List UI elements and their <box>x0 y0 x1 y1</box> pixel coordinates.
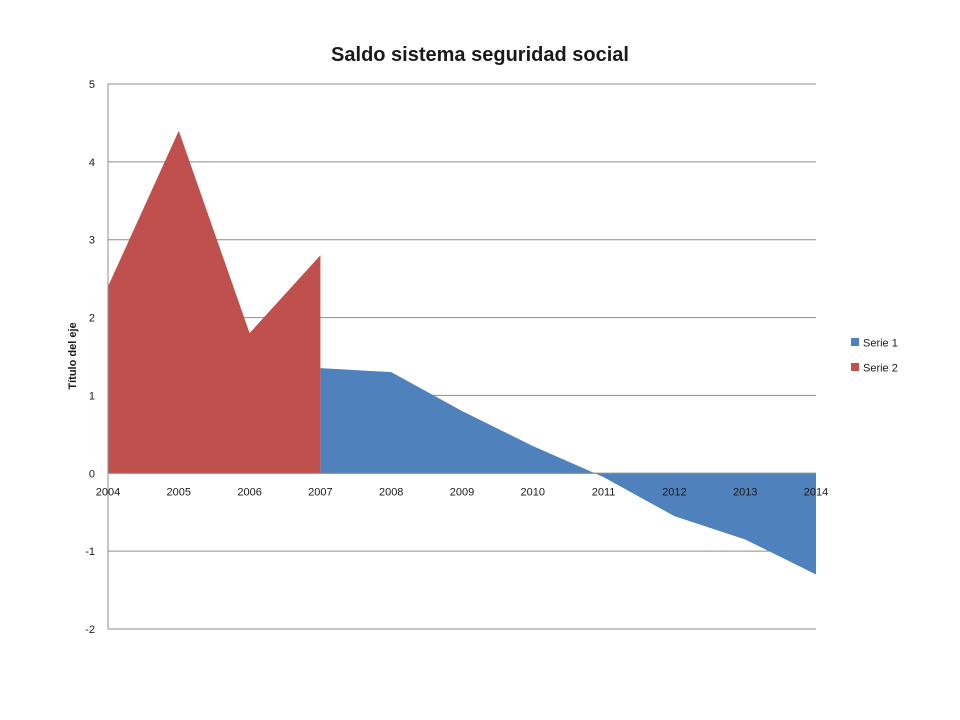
y-tick-label: 1 <box>89 390 95 402</box>
data-point-series-1 <box>673 515 676 518</box>
plot-areas <box>108 129 818 576</box>
legend: Serie 1 Serie 2 <box>851 338 898 375</box>
y-tick-label: -2 <box>85 624 95 636</box>
data-point-series-2 <box>248 332 251 335</box>
area-series-1 <box>320 368 816 575</box>
data-point-series-1 <box>744 538 747 541</box>
y-tick-label: 3 <box>89 235 95 247</box>
data-point-series-1 <box>461 410 464 413</box>
data-point-series-2 <box>177 129 180 132</box>
x-tick-label: 2004 <box>96 486 120 498</box>
x-tick-label: 2005 <box>167 486 191 498</box>
y-tick-labels: -2 -1 0 1 2 3 4 5 <box>85 79 95 636</box>
x-tick-label: 2007 <box>308 486 332 498</box>
chart-title: Saldo sistema seguridad social <box>331 44 629 66</box>
axes <box>107 84 816 629</box>
legend-label-series-2: Serie 2 <box>863 363 898 375</box>
y-tick-label: 2 <box>89 313 95 325</box>
legend-swatch-series-2 <box>851 363 859 371</box>
y-tick-label: -1 <box>85 546 95 558</box>
data-point-series-2 <box>319 254 322 257</box>
y-tick-label: 0 <box>89 468 95 480</box>
data-point-series-1 <box>815 573 818 576</box>
area-series-2 <box>108 130 321 474</box>
data-point-series-1 <box>390 371 393 374</box>
y-tick-label: 4 <box>89 157 95 169</box>
y-tick-label: 5 <box>89 79 95 91</box>
y-axis-title: Título del eje <box>67 322 79 389</box>
legend-label-series-1: Serie 1 <box>863 338 898 350</box>
x-tick-label: 2014 <box>804 486 828 498</box>
x-tick-label: 2013 <box>733 486 757 498</box>
x-tick-label: 2010 <box>521 486 545 498</box>
x-tick-label: 2006 <box>237 486 261 498</box>
x-tick-label: 2008 <box>379 486 403 498</box>
x-tick-label: 2009 <box>450 486 474 498</box>
x-tick-label: 2012 <box>662 486 686 498</box>
legend-swatch-series-1 <box>851 338 859 346</box>
x-tick-labels: 2004 2005 2006 2007 2008 2009 2010 2011 2012 2013… <box>96 486 828 498</box>
data-point-series-1 <box>531 445 534 448</box>
data-point-series-1 <box>602 476 605 479</box>
x-tick-label: 2011 <box>592 486 616 498</box>
